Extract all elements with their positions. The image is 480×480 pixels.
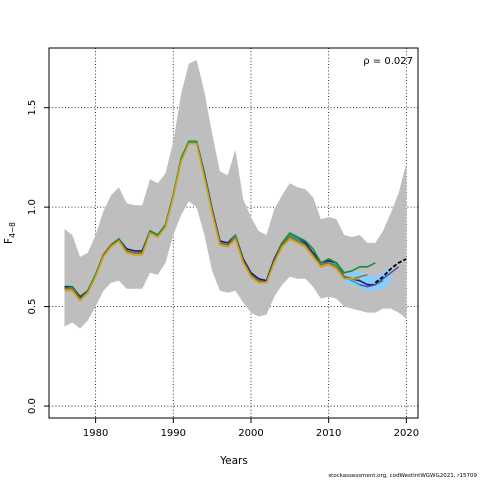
y-tick-label: 0.0: [27, 398, 38, 414]
y-axis-title-subscript: 4−8: [8, 222, 17, 238]
y-tick-label: 0.5: [27, 299, 38, 315]
confidence-band-recent: [344, 266, 391, 291]
x-tick-label: 2010: [316, 428, 341, 439]
series-line: [359, 266, 400, 288]
confidence-bands: [64, 59, 407, 329]
series-lines: [64, 140, 407, 302]
x-tick-label: 1990: [161, 428, 186, 439]
x-tick-label: 2000: [238, 428, 263, 439]
rho-annotation: ρ = 0.027: [363, 56, 413, 67]
y-axis-title-main: F: [3, 238, 15, 244]
x-axis-title: Years: [219, 455, 248, 467]
x-tick-label: 2020: [394, 428, 419, 439]
y-tick-label: 1.5: [27, 100, 38, 116]
svg-text:F4−8: F4−8: [3, 222, 17, 244]
y-axis-title: F4−8: [3, 222, 17, 244]
final-series-line: [374, 258, 407, 284]
confidence-band: [64, 59, 407, 329]
y-axis-ticks: 0.0 0.5 1.0 1.5: [27, 100, 49, 414]
y-tick-label: 1.0: [27, 199, 38, 215]
series-line: [64, 142, 360, 302]
x-tick-label: 1980: [83, 428, 108, 439]
source-footer: stockassessment.org, codWestIntWGWG2021,…: [328, 473, 477, 479]
plot-frame: [48, 47, 419, 419]
x-axis-ticks: 1980 1990 2000 2010 2020: [83, 418, 419, 439]
